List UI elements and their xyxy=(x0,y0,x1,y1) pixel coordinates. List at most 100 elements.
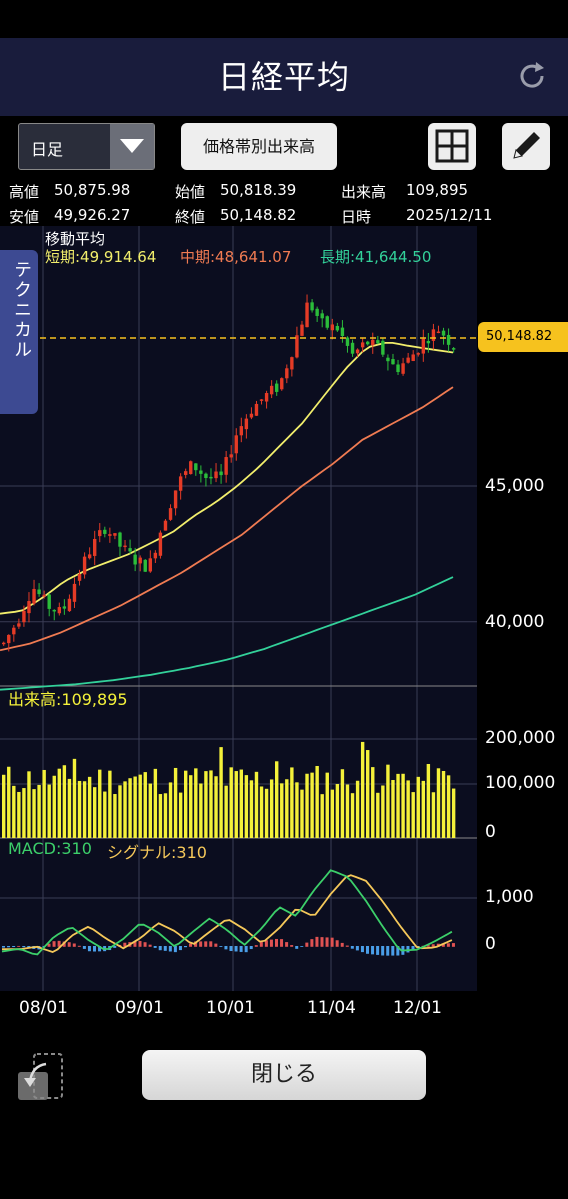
volume-bar xyxy=(57,768,62,838)
candlestick xyxy=(300,324,304,336)
macd-histogram-bar xyxy=(184,946,187,948)
technical-tab-label: テクニカル xyxy=(11,260,32,360)
candlestick xyxy=(411,354,415,362)
volume-bar xyxy=(98,769,102,838)
candlestick xyxy=(249,413,254,418)
candlestick xyxy=(335,325,340,331)
candlestick xyxy=(310,302,314,311)
candlestick xyxy=(371,339,375,346)
candlestick xyxy=(436,331,441,334)
candlestick xyxy=(57,607,62,614)
macd-histogram-bar xyxy=(158,946,162,951)
macd-histogram-bar xyxy=(204,941,208,947)
volume-bar xyxy=(330,789,335,838)
volume-bar xyxy=(366,750,370,838)
macd-histogram-bar xyxy=(451,943,455,947)
candlestick xyxy=(416,353,420,355)
candlestick xyxy=(52,609,56,612)
candlestick xyxy=(305,302,309,328)
volume-bar xyxy=(295,782,299,838)
macd-histogram-bar xyxy=(269,939,273,947)
stock-chart[interactable] xyxy=(0,226,568,996)
volume-bar xyxy=(7,766,11,838)
macd-histogram-bar xyxy=(189,943,193,947)
volume-label: 出来高 xyxy=(341,183,387,201)
volume-bar xyxy=(77,780,82,838)
macd-histogram-bar xyxy=(441,943,445,947)
candlestick xyxy=(340,327,345,337)
date-axis-label: 08/01 xyxy=(19,998,68,1018)
grid-layout-button[interactable] xyxy=(428,123,476,170)
volume-bar xyxy=(103,791,107,838)
high-label: 高値 xyxy=(9,183,40,201)
candlestick xyxy=(133,554,137,565)
volume-bar xyxy=(305,773,309,838)
volume-bars xyxy=(2,741,456,838)
period-select[interactable]: 日足 xyxy=(18,123,155,170)
candlestick xyxy=(421,338,426,354)
macd-histogram-bar xyxy=(173,946,177,953)
macd-histogram-bar xyxy=(345,945,349,947)
volume-bar xyxy=(108,770,112,838)
macd-histogram-bar xyxy=(446,943,450,947)
rotate-screen-icon[interactable] xyxy=(14,1052,66,1102)
volume-bar xyxy=(254,771,259,838)
candlestick xyxy=(224,457,228,475)
ma-mid-value: 中期:48,641.07 xyxy=(180,248,292,266)
macd-histogram-bar xyxy=(290,945,294,947)
candlestick xyxy=(209,476,213,479)
candlestick xyxy=(381,340,385,355)
volume-bar xyxy=(37,784,41,838)
technical-tab[interactable]: テクニカル xyxy=(0,250,38,414)
volume-bar xyxy=(204,771,208,838)
date-axis-label: 12/01 xyxy=(393,998,442,1018)
volume-bar xyxy=(381,785,385,838)
volume-bar xyxy=(128,778,132,838)
price-axis-label: 40,000 xyxy=(485,612,545,632)
macd-histogram-bar xyxy=(264,940,268,947)
volume-bar xyxy=(42,769,46,838)
candlestick xyxy=(345,337,350,346)
ma-mid-line xyxy=(0,386,454,652)
macd-histogram-bar xyxy=(239,946,243,952)
chevron-down-icon[interactable] xyxy=(110,124,154,169)
status-bar xyxy=(0,0,568,38)
volume-bar xyxy=(436,768,441,838)
volume-bar xyxy=(22,788,26,838)
volume-bar xyxy=(148,783,153,838)
candlestick xyxy=(168,508,173,520)
macd-histogram-bar xyxy=(335,940,339,947)
macd-histogram-bar xyxy=(209,941,213,947)
volume-bar xyxy=(451,788,456,838)
candlestick xyxy=(17,623,21,627)
volume-bar xyxy=(194,768,198,838)
macd-histogram-bar xyxy=(325,937,329,947)
price-volume-button[interactable]: 価格帯別出来高 xyxy=(181,123,337,170)
pencil-icon xyxy=(513,132,540,159)
macd-label: MACD:310 xyxy=(8,839,92,858)
macd-histogram-bar xyxy=(234,946,238,952)
draw-button[interactable] xyxy=(502,123,550,170)
volume-bar xyxy=(264,788,269,838)
volume-bar xyxy=(224,785,228,838)
volume-bar xyxy=(153,768,158,838)
candlestick xyxy=(47,594,51,609)
candlestick xyxy=(406,357,410,363)
candlestick xyxy=(259,399,264,401)
candlestick xyxy=(285,368,289,379)
moving-average-lines xyxy=(0,342,454,691)
candlestick xyxy=(244,418,249,430)
volume-bar xyxy=(214,776,218,838)
candlestick xyxy=(98,530,102,537)
volume-bar xyxy=(229,767,233,838)
candlestick xyxy=(12,627,16,635)
candlestick xyxy=(163,520,168,531)
macd-histogram-bar xyxy=(275,938,278,947)
refresh-icon[interactable] xyxy=(514,58,550,94)
candlestick xyxy=(401,363,405,374)
candlestick xyxy=(254,403,259,416)
volume-bar xyxy=(300,789,304,838)
close-button[interactable]: 閉じる xyxy=(142,1050,426,1100)
candlestick xyxy=(184,471,188,475)
candlestick xyxy=(275,383,279,392)
